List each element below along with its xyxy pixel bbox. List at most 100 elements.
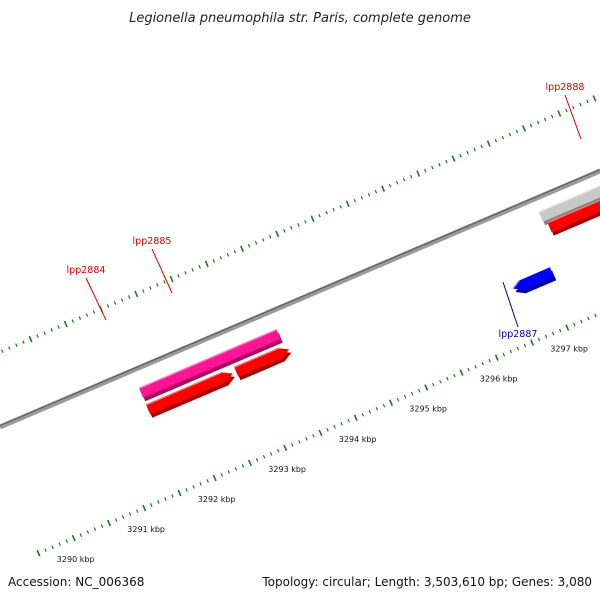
major-tick-outer — [169, 275, 174, 283]
cds-gene-arrow — [146, 372, 233, 415]
minor-tick-inner — [326, 427, 329, 432]
kbp-label: 3290 kbp — [57, 555, 95, 564]
lpp2885-cds-gene-arrow — [234, 348, 290, 377]
major-tick-outer — [240, 245, 245, 253]
minor-tick-outer — [473, 147, 476, 152]
cds-gene-arrow — [547, 200, 600, 233]
major-tick-inner — [318, 429, 323, 437]
minor-tick-outer — [402, 177, 406, 182]
cds-gene-arrow-highlight — [547, 199, 600, 224]
major-tick-outer — [310, 215, 315, 223]
minor-tick-outer — [515, 129, 519, 134]
minor-tick-outer — [113, 301, 117, 305]
minor-tick-outer — [360, 195, 364, 200]
kbp-label: 3295 kbp — [409, 405, 447, 414]
minor-tick-outer — [177, 274, 180, 278]
major-tick-inner — [353, 414, 358, 422]
minor-tick-inner — [523, 343, 527, 348]
minor-tick-inner — [467, 367, 470, 372]
minor-tick-outer — [120, 298, 124, 302]
minor-tick-inner — [234, 467, 238, 471]
major-tick-outer — [486, 140, 491, 147]
major-tick-outer — [592, 95, 597, 102]
minor-tick-inner — [474, 364, 477, 369]
topology-text: Topology: circular; Length: 3,503,610 bp… — [261, 575, 592, 589]
minor-tick-inner — [558, 328, 562, 333]
minor-tick-outer — [318, 213, 321, 218]
minor-tick-inner — [375, 406, 379, 411]
minor-tick-inner — [573, 322, 576, 327]
kbp-label: 3292 kbp — [198, 495, 236, 504]
minor-tick-inner — [79, 533, 83, 537]
minor-tick-outer — [156, 283, 159, 287]
minor-tick-inner — [551, 331, 555, 336]
outer-tick-track — [1, 95, 597, 353]
lpp2885-cds-gene-arrow-highlight — [233, 347, 279, 368]
minor-tick-outer — [579, 102, 582, 107]
minor-tick-inner — [305, 437, 308, 441]
minor-tick-outer — [424, 168, 427, 173]
minor-tick-inner — [171, 494, 174, 498]
minor-tick-outer — [283, 228, 286, 233]
major-tick-outer — [451, 155, 456, 162]
minor-tick-inner — [439, 379, 442, 384]
minor-tick-outer — [226, 253, 230, 257]
minor-tick-outer — [71, 319, 75, 323]
minor-tick-inner — [481, 361, 484, 366]
minor-tick-inner — [65, 539, 68, 543]
minor-tick-outer — [247, 244, 251, 248]
minor-tick-inner — [488, 358, 491, 363]
lpp2888-label: lpp2888 — [546, 82, 585, 93]
minor-tick-inner — [241, 464, 245, 468]
minor-tick-inner — [157, 500, 160, 504]
lpp2884-leader-line — [85, 277, 107, 321]
minor-tick-inner — [333, 424, 336, 429]
major-tick-inner — [388, 399, 394, 407]
minor-tick-inner — [227, 470, 231, 474]
minor-tick-outer — [367, 192, 371, 197]
minor-tick-inner — [100, 524, 104, 528]
minor-tick-inner — [396, 397, 400, 402]
minor-tick-inner — [537, 337, 541, 342]
major-tick-inner — [177, 489, 182, 497]
minor-tick-inner — [44, 548, 47, 552]
minor-tick-outer — [85, 313, 89, 317]
minor-tick-inner — [86, 530, 90, 534]
minor-tick-outer — [268, 235, 272, 239]
kbp-label: 3293 kbp — [268, 465, 306, 474]
minor-tick-inner — [361, 412, 365, 417]
lpp2887-label: lpp2887 — [499, 329, 538, 340]
minor-tick-inner — [298, 440, 301, 444]
minor-tick-outer — [529, 123, 533, 128]
minor-tick-inner — [340, 421, 343, 426]
inner-tick-track — [36, 313, 597, 557]
minor-tick-inner — [185, 488, 188, 492]
minor-tick-inner — [432, 382, 435, 387]
lpp2884-rna-gene-arrow-highlight — [138, 328, 277, 389]
minor-tick-outer — [57, 325, 60, 329]
kbp-label: 3297 kbp — [550, 345, 588, 354]
lpp2888-pseudo-gene-arrow — [538, 186, 600, 222]
minor-tick-inner — [220, 473, 224, 477]
lpp2888-leader-line — [564, 94, 582, 140]
major-tick-inner — [247, 459, 253, 467]
minor-tick-outer — [395, 180, 399, 185]
major-tick-outer — [522, 125, 527, 132]
minor-tick-outer — [480, 144, 483, 149]
major-tick-inner — [565, 324, 570, 331]
major-tick-inner — [212, 474, 217, 482]
major-tick-inner — [36, 549, 41, 557]
minor-tick-inner — [410, 391, 414, 396]
major-tick-outer — [345, 200, 350, 208]
cds-gene-arrow-highlight — [145, 371, 223, 406]
lpp2887-cds-gene-arrow-highlight — [512, 279, 521, 290]
major-tick-outer — [416, 170, 421, 177]
minor-tick-outer — [1, 349, 4, 353]
minor-tick-outer — [353, 198, 357, 203]
minor-tick-outer — [8, 346, 11, 350]
kbp-label: 3294 kbp — [339, 435, 377, 444]
minor-tick-inner — [255, 458, 259, 462]
lpp2884-label: lpp2884 — [67, 265, 106, 276]
minor-tick-inner — [382, 403, 386, 408]
minor-tick-inner — [269, 452, 273, 456]
